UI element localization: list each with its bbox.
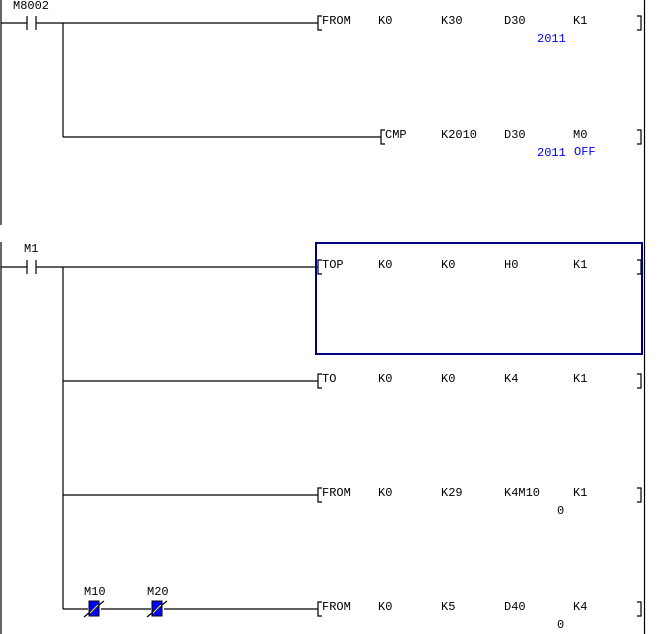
rung-m8002[interactable]: M8002 FROM K0 K30 D30 K1 2011 CMP K2010 … bbox=[1, 0, 642, 160]
instruction-op: CMP bbox=[385, 128, 407, 142]
monitor-value: OFF bbox=[574, 145, 596, 159]
monitor-value: 0 bbox=[557, 618, 564, 632]
operand: K4 bbox=[504, 372, 518, 386]
contact-label: M10 bbox=[84, 585, 106, 599]
operand: K1 bbox=[573, 486, 587, 500]
close-bracket-icon bbox=[637, 259, 642, 275]
operand: K2010 bbox=[441, 128, 477, 142]
instruction-op: FROM bbox=[322, 486, 351, 500]
operand: K1 bbox=[573, 372, 587, 386]
operand: K29 bbox=[441, 486, 463, 500]
operand: D40 bbox=[504, 600, 526, 614]
normally-closed-contact-icon[interactable] bbox=[146, 600, 168, 618]
normally-closed-contact-icon[interactable] bbox=[83, 600, 105, 618]
open-bracket-icon bbox=[317, 259, 322, 275]
monitor-value: 2011 bbox=[537, 146, 566, 160]
operand: M0 bbox=[573, 128, 587, 142]
close-bracket-icon bbox=[637, 373, 642, 389]
operand: H0 bbox=[504, 258, 518, 272]
operand: K0 bbox=[378, 486, 392, 500]
operand: D30 bbox=[504, 14, 526, 28]
operand: K0 bbox=[378, 600, 392, 614]
selection-cursor bbox=[315, 242, 643, 355]
operand: K0 bbox=[378, 372, 392, 386]
contact-label: M8002 bbox=[13, 0, 49, 13]
open-bracket-icon bbox=[317, 487, 322, 503]
instruction-to[interactable]: TO K0 K0 K4 K1 bbox=[317, 372, 642, 389]
close-bracket-icon bbox=[637, 129, 642, 145]
close-bracket-icon bbox=[637, 487, 642, 503]
instruction-from[interactable]: FROM K0 K29 K4M10 K1 0 bbox=[317, 486, 642, 518]
close-bracket-icon bbox=[637, 15, 642, 31]
instruction-cmp[interactable]: CMP K2010 D30 M0 2011 OFF bbox=[380, 128, 642, 160]
normally-open-contact-icon[interactable] bbox=[1, 16, 318, 30]
instruction-top[interactable]: TOP K0 K0 H0 K1 bbox=[317, 258, 642, 275]
operand: K0 bbox=[378, 14, 392, 28]
operand: K0 bbox=[441, 258, 455, 272]
instruction-from[interactable]: FROM K0 K30 D30 K1 2011 bbox=[317, 14, 642, 46]
instruction-op: TO bbox=[322, 372, 336, 386]
monitor-value: 0 bbox=[557, 504, 564, 518]
operand: K5 bbox=[441, 600, 455, 614]
instruction-op: TOP bbox=[322, 258, 344, 272]
operand: K0 bbox=[378, 258, 392, 272]
close-bracket-icon bbox=[637, 601, 642, 617]
instruction-op: FROM bbox=[322, 600, 351, 614]
monitor-value: 2011 bbox=[537, 32, 566, 46]
open-bracket-icon bbox=[380, 129, 385, 145]
operand: K1 bbox=[573, 14, 587, 28]
open-bracket-icon bbox=[317, 15, 322, 31]
operand: K1 bbox=[573, 258, 587, 272]
operand: K0 bbox=[441, 372, 455, 386]
open-bracket-icon bbox=[317, 373, 322, 389]
operand: K4M10 bbox=[504, 486, 540, 500]
rung-m1[interactable]: M1 TOP K0 K0 H0 K1 TO K0 K0 bbox=[1, 242, 643, 632]
normally-open-contact-icon[interactable] bbox=[1, 260, 318, 274]
operand: K4 bbox=[573, 600, 587, 614]
instruction-from[interactable]: FROM K0 K5 D40 K4 0 bbox=[317, 600, 642, 632]
contact-label: M20 bbox=[147, 585, 169, 599]
instruction-op: FROM bbox=[322, 14, 351, 28]
operand: K30 bbox=[441, 14, 463, 28]
open-bracket-icon bbox=[317, 601, 322, 617]
contact-label: M1 bbox=[24, 242, 38, 256]
operand: D30 bbox=[504, 128, 526, 142]
